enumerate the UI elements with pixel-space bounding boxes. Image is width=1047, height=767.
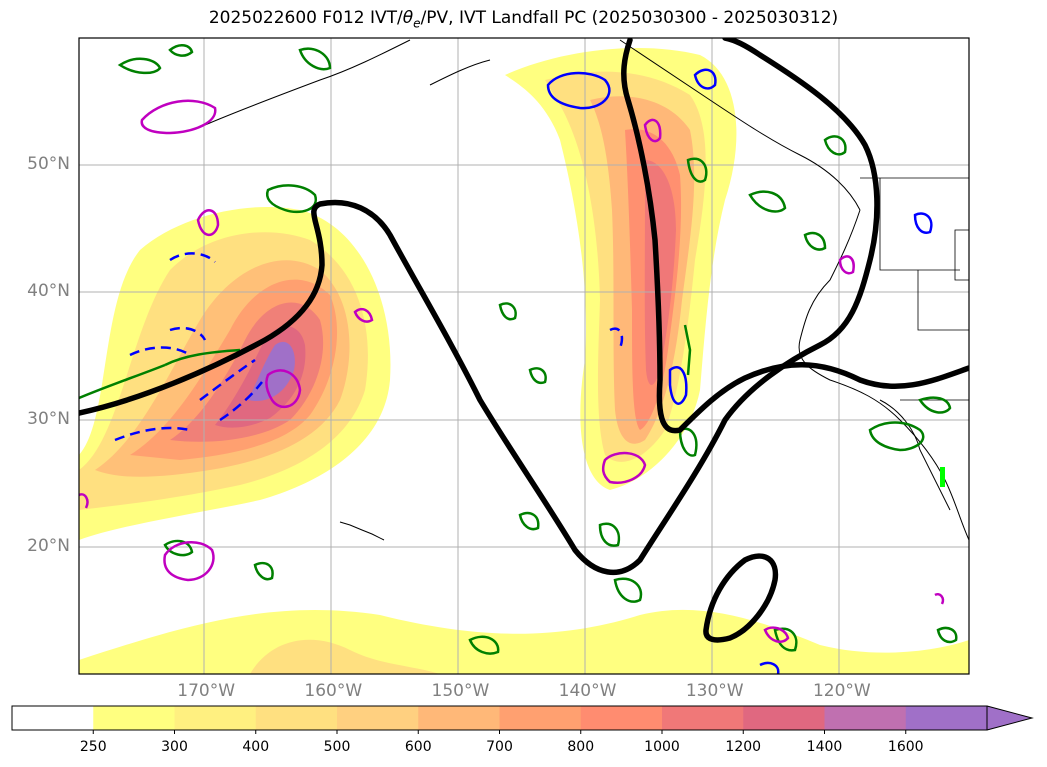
- colorbar-swatch: [905, 706, 988, 730]
- colorbar-swatch: [255, 706, 338, 730]
- colorbar-swatch: [12, 706, 94, 730]
- colorbar-extend-arrow: [987, 706, 1032, 730]
- colorbar-swatch: [743, 706, 825, 730]
- pv-contours-magenta: [79, 99, 945, 643]
- lon-tick-label: 130°W: [685, 681, 744, 701]
- lat-tick-label: 50°N: [27, 154, 70, 175]
- colorbar-swatch: [580, 706, 663, 730]
- colorbar-tick-label: 700: [486, 739, 513, 755]
- lime-marker: [940, 467, 945, 487]
- colorbar-tick-label: 800: [567, 739, 595, 755]
- lon-tick-label: 170°W: [177, 681, 236, 701]
- colorbar-tick-label: 600: [404, 739, 432, 755]
- theta-e-contours: [79, 44, 958, 655]
- map-frame: [78, 37, 970, 675]
- colorbar-swatch: [662, 706, 744, 730]
- colorbar-tick-label: 300: [161, 739, 188, 755]
- lon-tick-label: 140°W: [558, 681, 617, 701]
- colorbar-swatch: [93, 706, 175, 730]
- colorbar-tick-label: 250: [79, 739, 107, 755]
- map-title: 2025022600 F012 IVT/θe/PV, IVT Landfall …: [208, 8, 839, 31]
- colorbar-tick-label: 1000: [644, 739, 680, 755]
- lon-tick-label: 120°W: [812, 681, 871, 701]
- colorbar-swatch: [174, 706, 257, 730]
- lat-tick-label: 20°N: [27, 535, 70, 556]
- colorbar-tick-label: 1200: [725, 739, 762, 755]
- coastline: [204, 39, 969, 541]
- colorbar-tick-label: 1400: [806, 739, 843, 755]
- borders: [860, 177, 969, 401]
- colorbar-swatch: [337, 706, 419, 730]
- colorbar-swatch: [824, 706, 907, 730]
- colorbar-tick-label: 1600: [887, 739, 924, 755]
- pv-contours-blue: [114, 68, 933, 674]
- lon-tick-label: 160°W: [304, 681, 363, 701]
- lat-tick-label: 30°N: [27, 408, 70, 429]
- map-grid: [79, 38, 969, 674]
- lon-tick-label: 150°W: [431, 681, 490, 701]
- colorbar-swatch: [499, 706, 582, 730]
- pc-contours: [79, 38, 969, 643]
- colorbar-tick-label: 400: [242, 739, 270, 755]
- colorbar-tick-label: 500: [323, 739, 351, 755]
- colorbar-frame: [11, 705, 988, 731]
- lat-tick-label: 40°N: [27, 281, 70, 302]
- colorbar-swatch: [418, 706, 500, 730]
